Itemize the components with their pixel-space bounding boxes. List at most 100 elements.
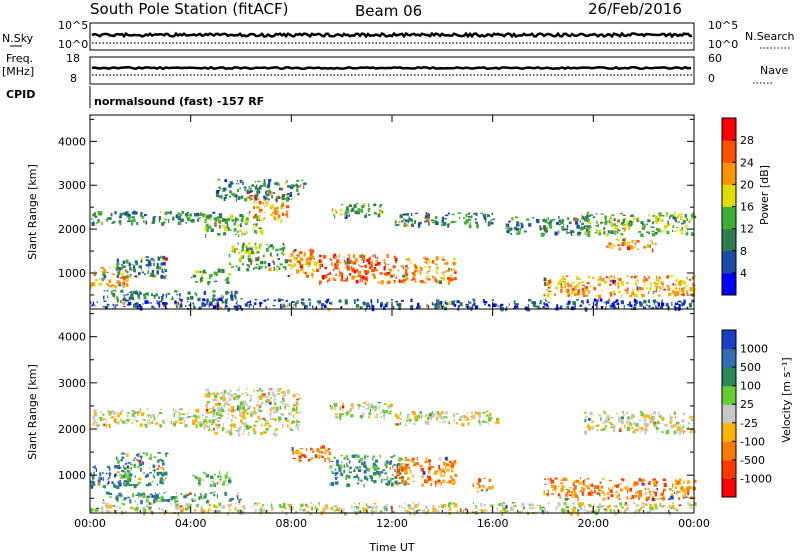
nsearch-tick-low: 10^0 [708, 38, 738, 51]
nsky-tick-low: 10^0 [58, 38, 88, 51]
power-colorbar-tick: 28 [740, 134, 754, 147]
station-title: South Pole Station (fitACF) [90, 0, 288, 18]
power-colorbar-tick: 20 [740, 178, 754, 191]
beam-title: Beam 06 [355, 2, 422, 20]
velocity-ylabel: Slant Range [km] [26, 364, 39, 460]
velocity-band-9 [329, 454, 407, 488]
nave-label: Nave [760, 64, 788, 77]
power-colorbar-segment [722, 206, 736, 230]
nave-tick-low: 0 [708, 72, 715, 85]
power-colorbar-segment [722, 162, 736, 185]
x-axis-label: Time UT [368, 541, 414, 554]
velocity-band-14 [103, 491, 242, 505]
velocity-band-13 [90, 501, 697, 516]
nave-tick-high: 60 [708, 52, 722, 65]
power-band-7 [606, 237, 657, 253]
power-band-13 [318, 253, 405, 285]
power-band-11 [228, 242, 289, 272]
power-band-4 [394, 212, 495, 229]
velocity-colorbar-tick: 500 [740, 361, 761, 374]
freq-unit: [MHz] [2, 65, 34, 78]
freq-tick-high: 18 [66, 52, 80, 65]
nsky-label: N.Sky [2, 32, 34, 45]
xtick-label: 00:00 [678, 517, 710, 530]
nsearch-label: N.Search [745, 30, 795, 43]
velocity-ytick-label: 3000 [58, 377, 86, 390]
velocity-colorbar-segment [722, 385, 736, 405]
power-band-14 [402, 256, 457, 285]
power-band-6 [581, 211, 697, 238]
velocity-colorbar-segment [722, 478, 736, 498]
power-band-1 [203, 213, 264, 238]
power-colorbar-segment [722, 140, 736, 163]
velocity-axes: 1000 2000 3000 4000 00:00 04:00 08:00 12:00 16:0… [58, 309, 710, 530]
power-colorbar-label: Power [dB] [758, 165, 771, 225]
velocity-band-2 [329, 401, 393, 421]
power-ytick-label: 2000 [58, 223, 86, 236]
power-band-18 [215, 178, 307, 203]
power-band-12 [287, 248, 320, 279]
velocity-colorbar-tick: 100 [740, 380, 761, 393]
velocity-ytick-label: 1000 [58, 469, 86, 482]
nsky-tick-high: 10^5 [58, 19, 88, 32]
power-band-2 [248, 194, 290, 224]
freq-label: Freq. [6, 52, 33, 65]
power-colorbar-segment [722, 250, 736, 274]
power-colorbar-segment [722, 272, 736, 296]
velocity-colorbar-segment [722, 459, 736, 479]
velocity-band-8 [291, 445, 331, 463]
velocity-band-11 [472, 477, 495, 493]
velocity-band-3 [394, 410, 500, 427]
xtick-label: 16:00 [477, 517, 509, 530]
power-band-17 [103, 289, 243, 302]
power-band-10 [190, 268, 231, 286]
velocity-band-0 [92, 408, 225, 429]
power-ylabel: Slant Range [km] [26, 164, 39, 260]
power-panel: 1000 2000 3000 4000 Slant Range [km] 4 8 12 16… [26, 114, 771, 312]
velocity-band-7 [192, 470, 232, 487]
nsky-panel: N.Sky 10^5 10^0 10^5 10^0 N.Search [2, 19, 795, 51]
xtick-label: 04:00 [175, 517, 207, 530]
power-band-15 [543, 275, 697, 299]
freq-tick-low: 8 [70, 72, 77, 85]
nsky-trace [91, 31, 693, 39]
velocity-colorbar-tick: -25 [740, 417, 758, 430]
cpid-label: CPID [6, 88, 35, 101]
velocity-band-6 [116, 452, 169, 489]
velocity-band-10 [392, 456, 458, 488]
velocity-colorbar-segment [722, 441, 736, 461]
power-axes: 1000 2000 3000 4000 [58, 115, 695, 309]
xtick-label: 20:00 [577, 517, 609, 530]
power-band-0 [91, 210, 223, 226]
velocity-colorbar-tick: 1000 [740, 343, 768, 356]
power-ytick-label: 4000 [58, 135, 86, 148]
velocity-panel: 1000 2000 3000 4000 00:00 04:00 08:00 12:00 16:0… [26, 308, 793, 554]
nsearch-tick-high: 10^5 [708, 19, 738, 32]
power-colorbar-tick: 12 [740, 223, 754, 236]
velocity-band-4 [583, 410, 696, 435]
velocity-band-12 [543, 477, 697, 502]
power-colorbar-tick: 24 [740, 156, 754, 169]
power-colorbar: 4 8 12 16 20 24 28 [721, 117, 754, 296]
cpid-text: normalsound (fast) -157 RF [94, 95, 264, 108]
power-ytick-label: 3000 [58, 179, 86, 192]
velocity-colorbar-segment [722, 422, 736, 442]
power-colorbar-tick: 4 [740, 267, 747, 280]
velocity-colorbar-tick: -100 [740, 435, 765, 448]
xtick-label: 08:00 [275, 517, 307, 530]
velocity-colorbar-segment [722, 367, 736, 387]
power-ytick-label: 1000 [58, 267, 86, 280]
velocity-colorbar-segment [722, 404, 736, 424]
power-colorbar-tick: 8 [740, 245, 747, 258]
date-title: 26/Feb/2016 [588, 0, 682, 18]
xtick-label: 12:00 [376, 517, 408, 530]
velocity-data-layer [90, 387, 697, 516]
power-band-3 [331, 202, 384, 219]
velocity-band-1 [203, 387, 302, 437]
power-colorbar-segment [722, 228, 736, 252]
power-band-5 [505, 216, 591, 237]
power-data-layer [90, 178, 697, 312]
velocity-ytick-label: 2000 [58, 423, 86, 436]
freq-trace [91, 65, 692, 71]
